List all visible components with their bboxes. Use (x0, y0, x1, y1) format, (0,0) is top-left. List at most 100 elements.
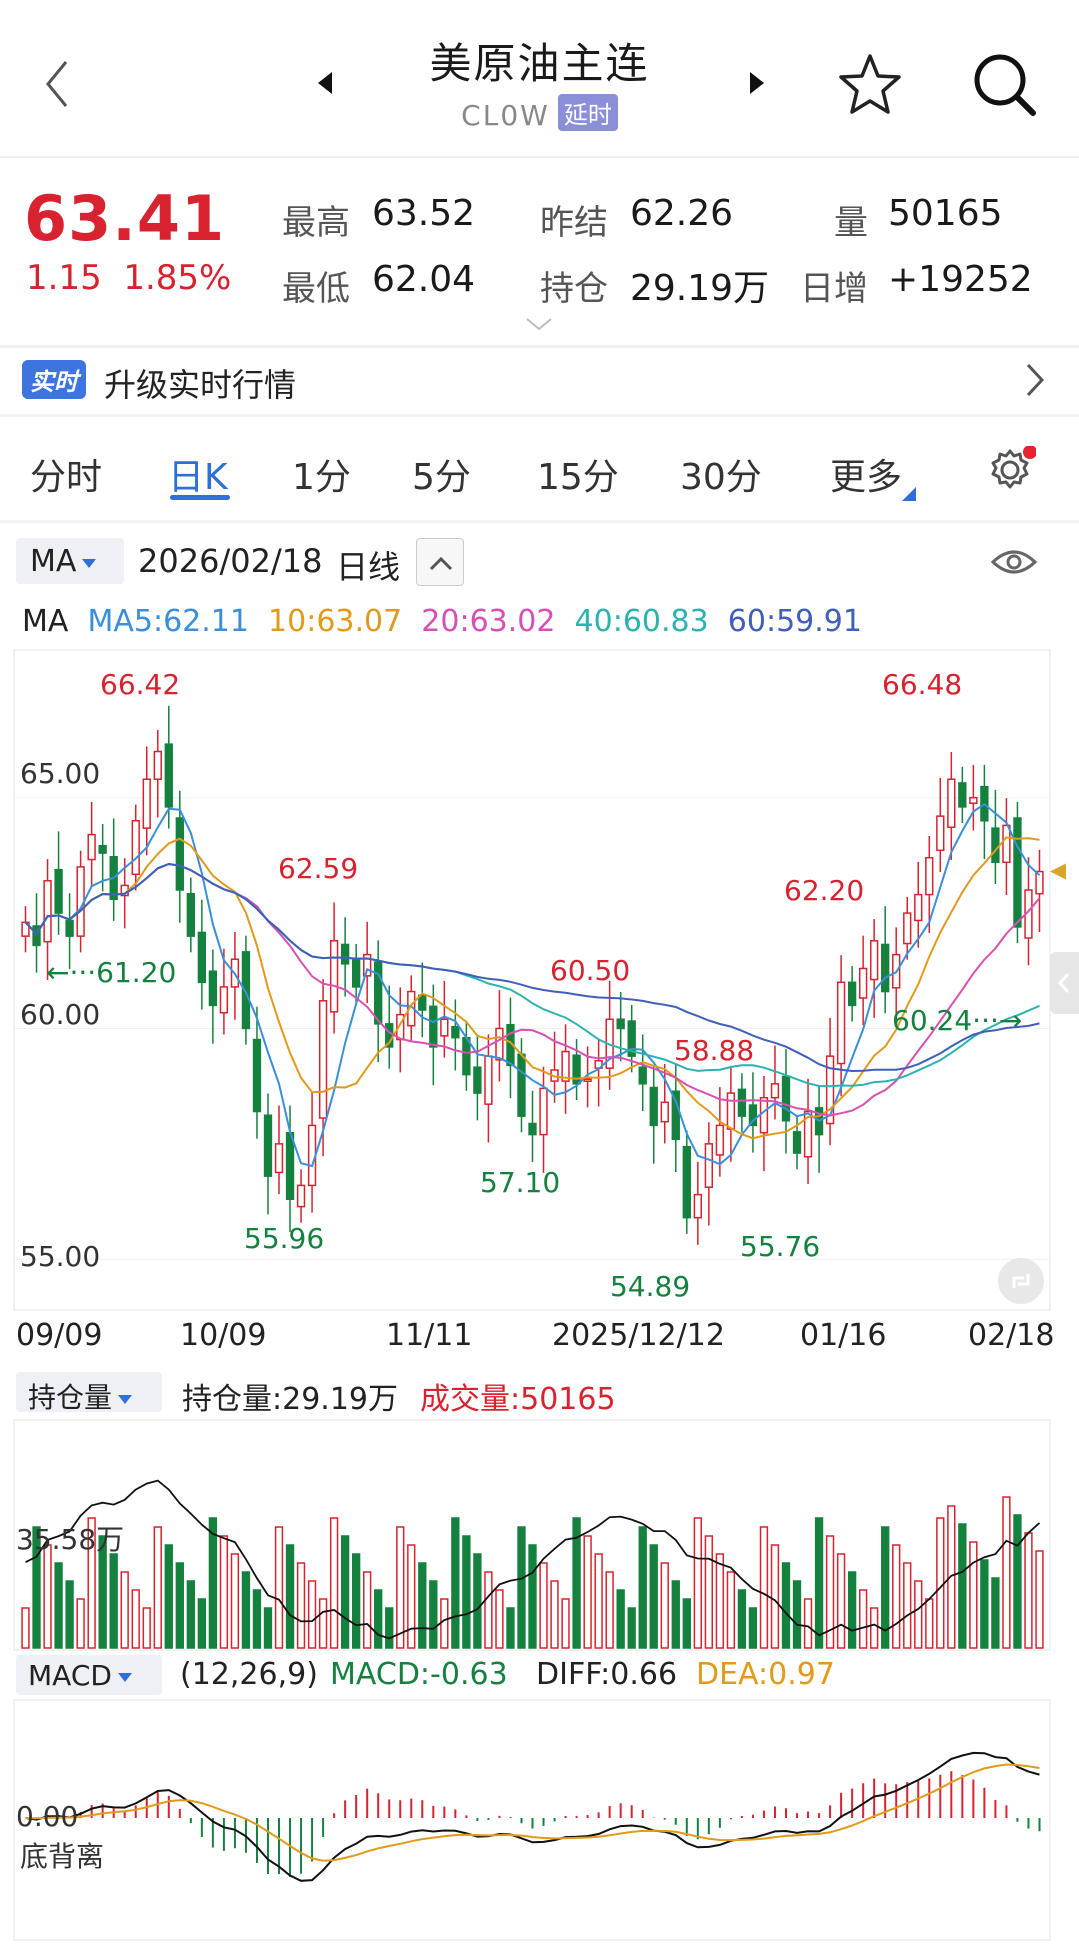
tab-daily-k[interactable]: 日K (168, 457, 228, 498)
volume-bar (65, 1580, 74, 1649)
eye-icon[interactable] (990, 542, 1038, 582)
volume-bar (87, 1517, 96, 1649)
volume-dropdown-icon (118, 1395, 133, 1404)
current-price-marker (1050, 863, 1066, 880)
candle-body (197, 931, 207, 984)
candle-body (572, 1054, 581, 1085)
candle-body (825, 1055, 835, 1125)
volume-bar (440, 1598, 449, 1649)
candle-body (495, 1027, 504, 1061)
volume-bar (1013, 1514, 1022, 1649)
candle-body (43, 880, 52, 943)
daily-inc-label: 日增 (800, 269, 868, 309)
ma-label: MA (22, 604, 69, 639)
ma5-line (24, 802, 1041, 1168)
volume-bar (153, 1526, 162, 1649)
volume-bar (881, 1526, 890, 1649)
ma60-line (24, 862, 1040, 1073)
more-caret-icon (902, 475, 917, 501)
indicator-select[interactable]: MA (16, 538, 124, 584)
dea-value: DEA:0.97 (696, 1657, 835, 1692)
candle-body (142, 778, 151, 829)
volume-indicator-select[interactable]: 持仓量 (16, 1372, 162, 1414)
notice-chevron-icon[interactable] (1024, 362, 1046, 398)
candle-body (208, 970, 218, 1007)
expand-chevron-icon[interactable] (524, 316, 554, 332)
candle-body (296, 1184, 306, 1208)
volume-bar (109, 1553, 118, 1649)
tab-15min[interactable]: 15分 (537, 457, 619, 498)
collapse-button[interactable] (416, 538, 464, 586)
volume-bar (307, 1580, 317, 1649)
tab-fenshi[interactable]: 分时 (30, 457, 103, 498)
volume-bar (318, 1598, 328, 1649)
volume-bar (925, 1598, 934, 1649)
side-panel-tab[interactable] (1050, 952, 1079, 1014)
annotation-low-4: 55.76 (740, 1230, 821, 1263)
volume-bar (1035, 1550, 1044, 1649)
low-label: 最低 (282, 269, 350, 309)
candle-body (32, 925, 41, 947)
settings-gear-icon[interactable] (988, 446, 1036, 494)
macd-indicator-label: MACD (28, 1659, 112, 1692)
candle-body (881, 943, 890, 993)
volume-bar (572, 1517, 581, 1649)
tab-1min[interactable]: 1分 (292, 457, 351, 498)
macd-indicator-select[interactable]: MACD (16, 1655, 162, 1695)
volume-bar (991, 1577, 1000, 1649)
candle-body (164, 743, 173, 808)
tab-more[interactable]: 更多 (830, 448, 917, 501)
candle-body (759, 1096, 769, 1134)
volume-bar (164, 1544, 173, 1649)
page-title: 美原油主连 (429, 39, 650, 88)
candle-body (374, 961, 383, 1025)
favorite-star-icon[interactable] (838, 52, 902, 116)
annotation-low-1: 55.96 (244, 1222, 325, 1255)
volume-bar (892, 1544, 901, 1649)
volume-bar (936, 1517, 945, 1649)
annotation-high-4: 58.88 (674, 1034, 755, 1067)
tab-30min[interactable]: 30分 (680, 457, 762, 498)
x-label-1: 10/09 (180, 1318, 267, 1353)
tab-more-label: 更多 (830, 457, 903, 498)
annotation-high-1: 66.42 (100, 668, 181, 701)
volume-bar (54, 1562, 63, 1649)
tab-5min[interactable]: 5分 (412, 457, 471, 498)
volume-bar (594, 1553, 603, 1649)
x-label-0: 09/09 (16, 1318, 103, 1353)
volume-bar (451, 1517, 460, 1649)
volume-bar (980, 1559, 989, 1649)
volume-bar (142, 1607, 151, 1649)
next-contract-icon[interactable] (748, 70, 766, 96)
candle-body (484, 1055, 493, 1105)
annotation-right-value: 60.24 (892, 1004, 973, 1037)
volume-bar (429, 1580, 438, 1649)
search-icon[interactable] (970, 50, 1038, 118)
candle-body (947, 778, 956, 828)
candle-body (1035, 870, 1044, 895)
y-tick-65: 65.00 (20, 757, 101, 790)
volume-bar (473, 1553, 482, 1649)
upgrade-realtime-link[interactable]: 升级实时行情 (104, 366, 297, 404)
ma-values-row: MA MA5:62.11 10:63.07 20:63.02 40:60.83 … (22, 604, 862, 639)
candle-body (418, 994, 427, 1011)
annotation-left-value: 61.20 (96, 956, 177, 989)
candle-body (351, 959, 361, 988)
candle-body (87, 833, 96, 861)
volume-panel-frame (13, 1419, 1051, 1651)
prev-close-value: 62.26 (630, 193, 734, 234)
annotation-arrow-right: 60.24···→ (892, 1004, 1023, 1037)
chart-period: 日线 (336, 548, 401, 586)
candle-body (803, 1110, 813, 1158)
zoom-button[interactable] (998, 1258, 1044, 1304)
volume-bar (726, 1571, 736, 1649)
annotation-high-5: 62.20 (784, 874, 865, 907)
volume-bar (715, 1553, 725, 1649)
prev-contract-icon[interactable] (316, 70, 334, 96)
volume-bar (506, 1607, 515, 1649)
candle-body (462, 1036, 471, 1076)
volume-indicator-label: 持仓量 (28, 1381, 113, 1414)
back-icon[interactable] (42, 58, 72, 107)
contract-code: CL0W (461, 99, 550, 132)
